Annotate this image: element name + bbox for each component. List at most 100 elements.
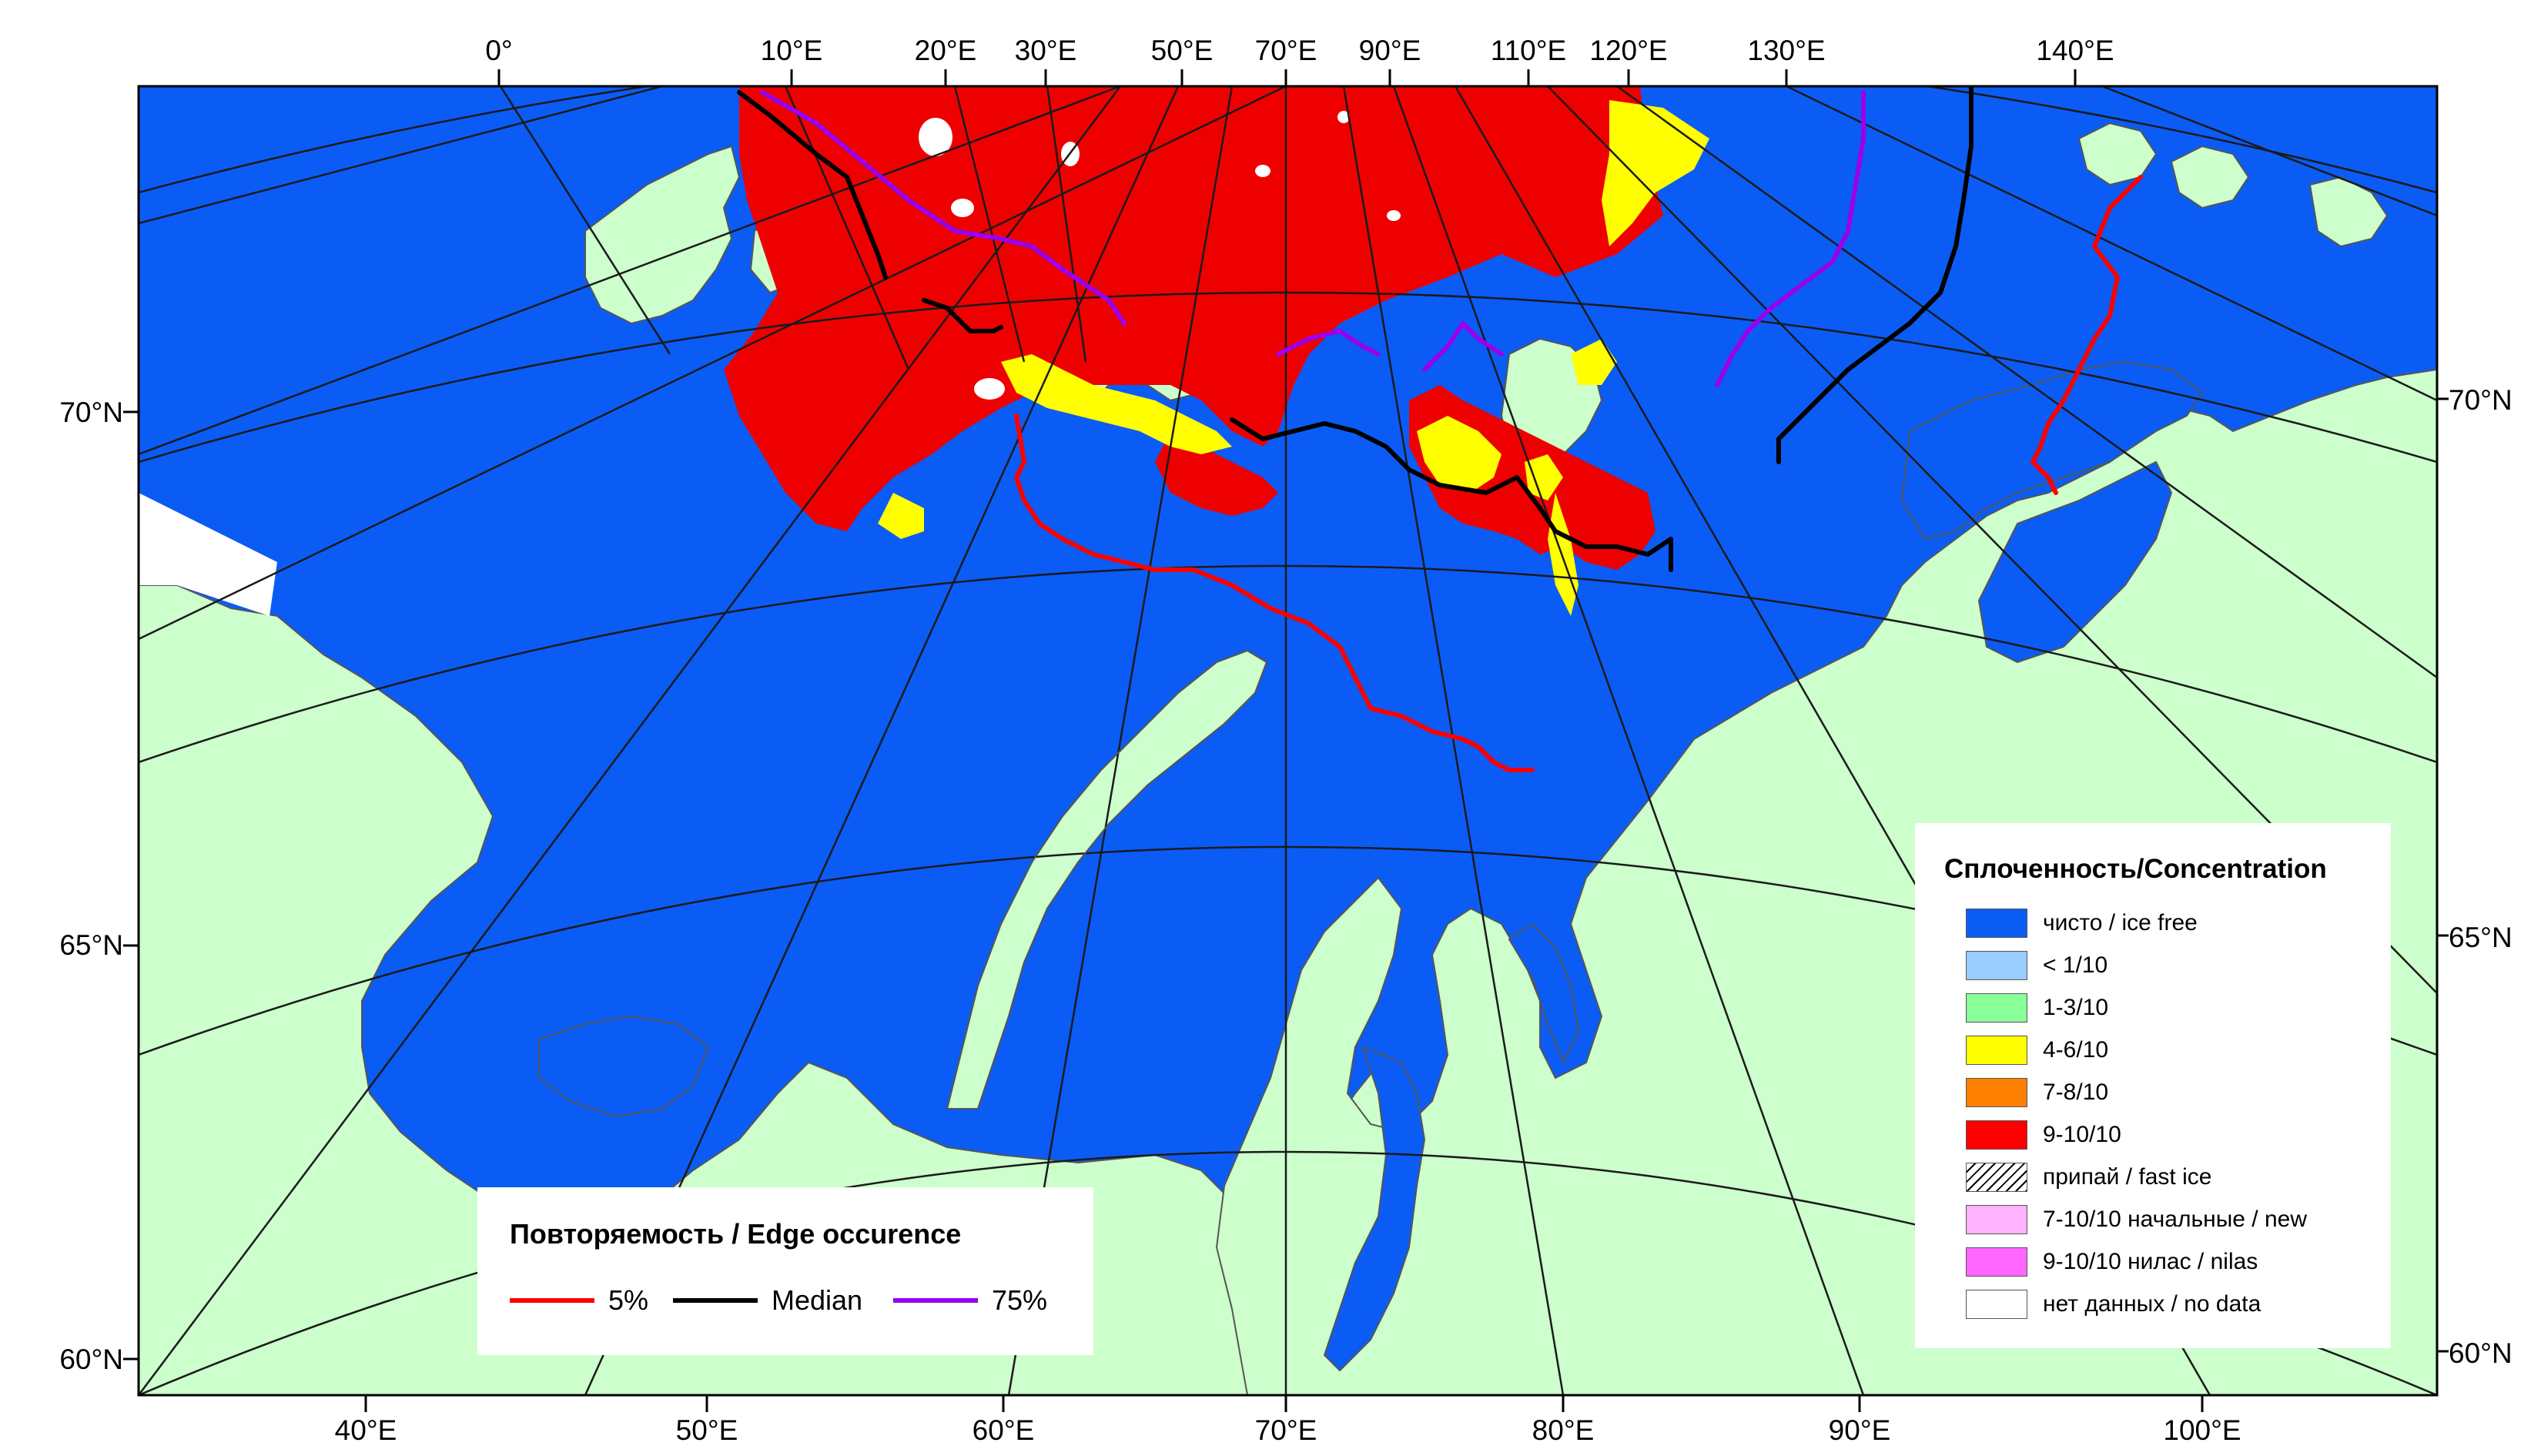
concentration-swatch (1966, 951, 2027, 980)
ice-yellow-sz (1571, 339, 1617, 385)
bottom-lon-label: 60°E (973, 1414, 1035, 1446)
concentration-legend-item: 7-8/10 (1966, 1076, 2108, 1110)
ice-gap (951, 199, 974, 217)
no-data-area (139, 493, 277, 616)
edge-line-75-percent (1715, 90, 1866, 387)
top-lon-label: 0° (485, 35, 512, 66)
tick-marks (123, 69, 2449, 1412)
concentration-swatch (1966, 1120, 2027, 1150)
edge-legend-label: Median (772, 1284, 863, 1316)
edge-legend-line (673, 1298, 758, 1303)
edge-line-5-percent (2030, 175, 2143, 495)
top-lon-label: 130°E (1747, 35, 1825, 66)
concentration-label: < 1/10 (2043, 952, 2108, 978)
concentration-swatch (1966, 1290, 2027, 1319)
concentration-label: 1-3/10 (2043, 995, 2109, 1020)
ice-gap (1255, 165, 1270, 177)
ice-gap (1387, 210, 1401, 221)
land-svalbard (584, 145, 741, 325)
top-lon-label: 90°E (1359, 35, 1421, 66)
top-lon-label: 10°E (761, 35, 823, 66)
meridian (953, 86, 1026, 363)
edge-line-median (1776, 86, 1974, 464)
ice-yellow-taymyr (1548, 493, 1578, 616)
edge-legend-item-75-percent: 75% (893, 1281, 1047, 1320)
edge-legend-label: 5% (608, 1284, 649, 1316)
edge-line-median (737, 90, 888, 279)
map-frame (137, 85, 2439, 1397)
edge-legend-item-median: Median (673, 1281, 862, 1320)
edge-occurrence-lines (737, 86, 2143, 772)
concentration-legend-item: чисто / ice free (1966, 906, 2198, 940)
ice-taymyr-coast (1155, 431, 1278, 516)
concentration-label: 9-10/10 нилас / nilas (2043, 1249, 2258, 1274)
meridian (139, 86, 1121, 456)
meridian (1786, 86, 2437, 402)
ice-gap (919, 118, 952, 156)
top-lon-label: 70°E (1255, 35, 1317, 66)
land-kanin (538, 1015, 710, 1118)
top-lon-label: 50°E (1151, 35, 1214, 66)
bottom-lon-label: 40°E (335, 1414, 397, 1446)
top-lon-label: 30°E (1015, 35, 1077, 66)
land-new-siberian (2077, 122, 2158, 186)
concentration-swatch (1966, 1036, 2027, 1065)
edge-line-75-percent (1276, 329, 1381, 356)
edge-legend-line (893, 1298, 978, 1303)
concentration-label: 4-6/10 (2043, 1037, 2109, 1063)
ice-4-6-area (878, 100, 1709, 616)
meridian (1046, 86, 1087, 363)
bottom-lon-label: 50°E (676, 1414, 738, 1446)
bottom-lon-label: 100°E (2163, 1414, 2241, 1446)
right-lat-label: 65°N (2449, 922, 2513, 953)
concentration-legend-title: Сплоченность/Concentration (1944, 854, 2327, 884)
ice-yellow-kara-2 (1525, 454, 1563, 500)
meridian (499, 86, 671, 355)
meridian (139, 86, 666, 225)
concentration-label: припай / fast ice (2043, 1164, 2212, 1190)
edge-line-75-percent (760, 90, 1127, 326)
left-lat-label: 60°N (59, 1344, 123, 1375)
water-laptev-east (1977, 460, 2173, 664)
concentration-swatch (1966, 1163, 2027, 1192)
concentration-swatch (1966, 993, 2027, 1023)
ice-yellow-kara (1417, 416, 1502, 493)
concentration-legend-item: 9-10/10 (1966, 1118, 2121, 1152)
parallel-80n (139, 86, 2437, 194)
coastlines (946, 649, 1268, 1110)
coastline (946, 649, 1268, 1110)
concentration-swatch (1966, 1247, 2027, 1277)
right-lat-label: 60°N (2449, 1337, 2513, 1369)
concentration-label: нет данных / no data (2043, 1291, 2261, 1317)
ice-gaps (919, 111, 1401, 400)
meridian (1392, 86, 1865, 1395)
bottom-lon-label: 70°E (1255, 1414, 1317, 1446)
edge-line-75-percent (1422, 321, 1504, 372)
concentration-swatch (1966, 1205, 2027, 1234)
top-lon-label: 20°E (915, 35, 977, 66)
concentration-legend-item: < 1/10 (1966, 949, 2107, 982)
bottom-lon-label: 80°E (1532, 1414, 1595, 1446)
concentration-legend-item: 9-10/10 нилас / nilas (1966, 1245, 2258, 1279)
ice-yellow-barents (878, 493, 924, 539)
meridian (584, 86, 1180, 1395)
ice-yellow-laptev (1602, 100, 1709, 246)
edge-line-median (922, 298, 1003, 333)
water-laptev-sea (1900, 360, 2204, 541)
meridian (139, 86, 1121, 1395)
ice-gap (1337, 111, 1350, 123)
water-yenisei-gulf (1508, 922, 1580, 1065)
edge-line-median (1230, 417, 1673, 572)
right-lat-label: 70°N (2449, 384, 2513, 416)
left-lat-label: 65°N (59, 929, 123, 961)
concentration-legend-item: 7-10/10 начальные / new (1966, 1203, 2307, 1237)
concentration-legend-item: припай / fast ice (1966, 1160, 2211, 1194)
concentration-label: 9-10/10 (2043, 1122, 2121, 1147)
concentration-legend: Сплоченность/Concentration чисто / ice f… (1915, 823, 2391, 1348)
concentration-swatch (1966, 909, 2027, 938)
concentration-legend-item: нет данных / no data (1966, 1287, 2261, 1321)
edge-occurrence-legend: Повторяемость / Edge occurence 5% Median… (477, 1187, 1093, 1355)
top-lon-label: 110°E (1491, 35, 1566, 66)
edge-legend-item-5-percent: 5% (510, 1281, 648, 1320)
